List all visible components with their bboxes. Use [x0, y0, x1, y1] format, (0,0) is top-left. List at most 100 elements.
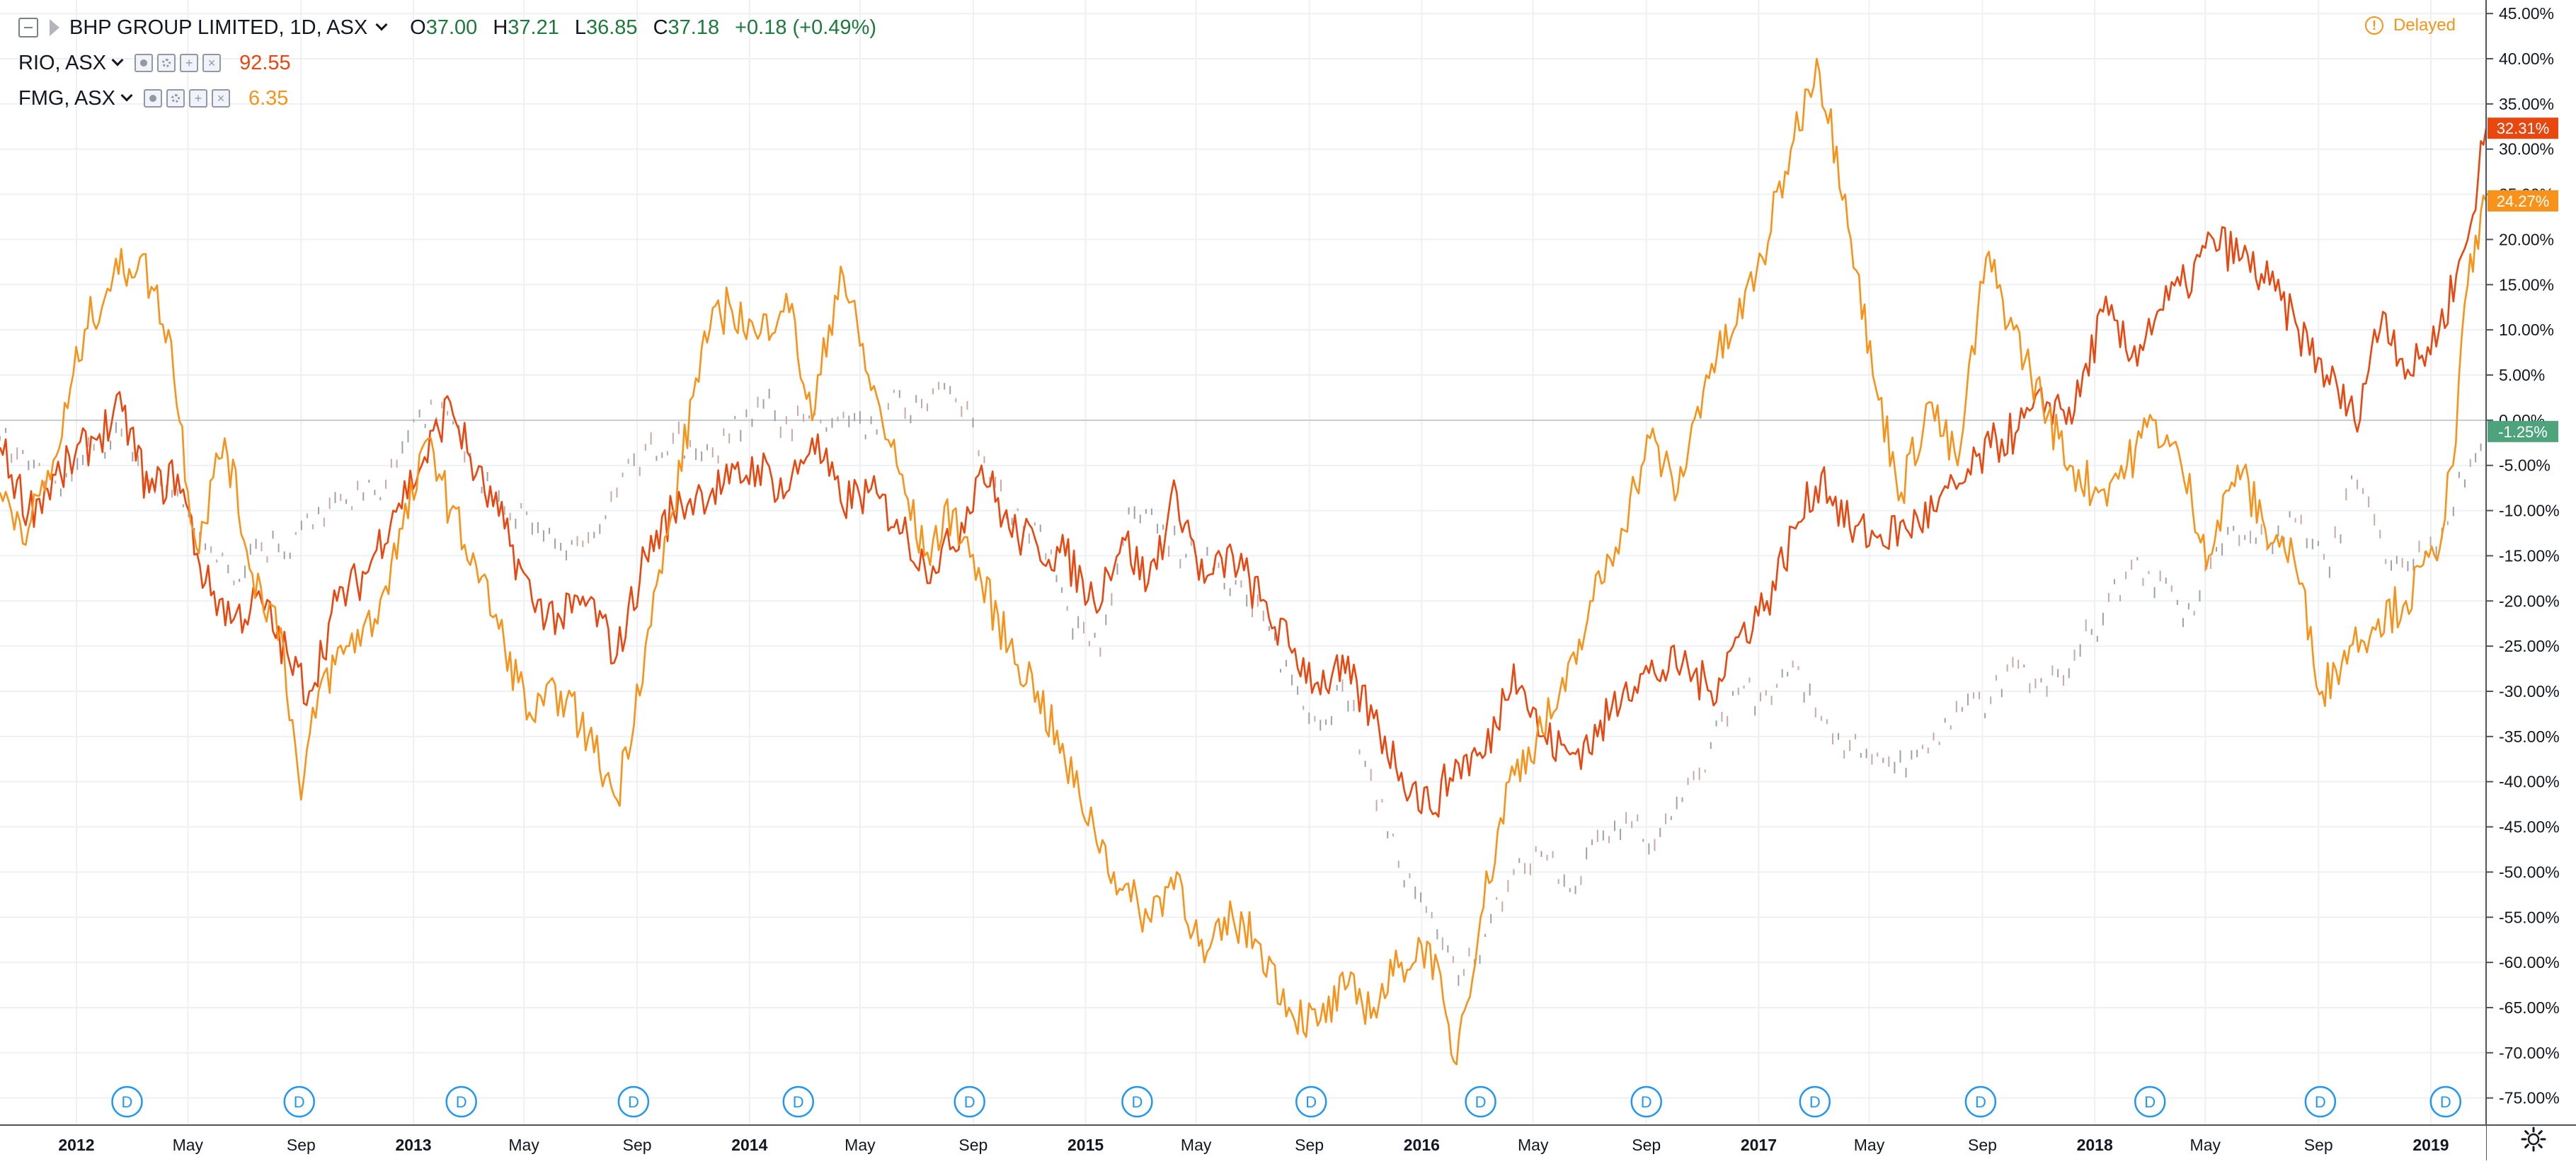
dividend-marker[interactable]: D	[1799, 1085, 1831, 1118]
y-tick-label: 20.00%	[2499, 230, 2554, 248]
dividend-label: D	[2315, 1093, 2326, 1111]
last-value-label: -1.25%	[2488, 420, 2558, 442]
y-tick-label: -15.00%	[2499, 546, 2560, 565]
dividend-marker[interactable]: D	[1295, 1085, 1327, 1118]
dividend-circle	[283, 1085, 315, 1118]
dividend-circle	[2134, 1085, 2166, 1118]
dividend-marker[interactable]: D	[1465, 1085, 1496, 1118]
high-value: 37.21	[508, 16, 559, 39]
y-tick-label: -60.00%	[2499, 953, 2560, 972]
x-tick-label: 2019	[2412, 1136, 2449, 1154]
x-tick-label: Sep	[2304, 1136, 2333, 1154]
dividend-marker[interactable]: D	[782, 1085, 814, 1118]
price-scale-panel[interactable]	[2486, 0, 2576, 1160]
gear-icon[interactable]	[157, 54, 176, 72]
chevron-down-icon[interactable]	[111, 54, 124, 67]
dividend-marker[interactable]: D	[1630, 1085, 1662, 1118]
series-layer	[0, 57, 2488, 1066]
last-value-label: 24.27%	[2488, 190, 2558, 212]
dividend-circle	[1964, 1085, 1997, 1118]
dividend-label: D	[294, 1093, 305, 1111]
compare-symbol[interactable]: FMG, ASX	[18, 86, 115, 110]
y-tick-label: -5.00%	[2499, 456, 2551, 475]
time-scale-panel[interactable]	[0, 1125, 2486, 1160]
x-axis: 2012 May Sep 2013 May Sep 2014 May Sep 2015 May Sep…	[0, 1124, 2576, 1160]
y-tick-label: -30.00%	[2499, 682, 2560, 701]
dividend-circle	[954, 1085, 985, 1118]
dividend-marker[interactable]: D	[1964, 1085, 1997, 1118]
x-tick-label: 2016	[1404, 1136, 1440, 1154]
gear-icon[interactable]	[166, 89, 185, 108]
dividend-label: D	[2440, 1093, 2451, 1111]
dividend-marker[interactable]: D	[954, 1085, 985, 1118]
compare-legend-rio: RIO, ASX + × 92.55	[18, 45, 876, 81]
dividend-circle	[1295, 1085, 1327, 1118]
x-tick-label: May	[1181, 1136, 1212, 1154]
eye-icon[interactable]	[143, 89, 162, 108]
y-tick-label: -75.00%	[2499, 1089, 2560, 1107]
y-tick-label: -65.00%	[2499, 998, 2560, 1017]
plus-icon[interactable]: +	[188, 89, 207, 108]
x-tick-label: May	[508, 1136, 539, 1154]
dividend-circle	[782, 1085, 814, 1118]
bhp-candles[interactable]	[0, 381, 2487, 986]
dividend-marker[interactable]: D	[617, 1085, 650, 1118]
low-value: 36.85	[585, 16, 638, 39]
close-icon[interactable]: ×	[202, 54, 222, 72]
chevron-down-icon[interactable]	[375, 18, 388, 31]
open-value: 37.00	[425, 16, 478, 39]
open-label: O	[410, 16, 426, 39]
rio-series-line[interactable]	[0, 127, 2488, 818]
plus-icon[interactable]: +	[180, 54, 199, 72]
dividend-label: D	[1475, 1093, 1487, 1111]
dividend-marker[interactable]: D	[1121, 1085, 1153, 1118]
delayed-status[interactable]: ! Delayed	[2364, 16, 2456, 35]
y-tick-label: -20.00%	[2499, 592, 2560, 610]
dividend-label: D	[1131, 1093, 1143, 1111]
y-tick-label: -45.00%	[2499, 818, 2560, 836]
series-actions: + ×	[134, 54, 225, 72]
x-tick-label: 2013	[395, 1136, 431, 1154]
x-tick-label: 2017	[1741, 1136, 1777, 1154]
dividend-circle	[617, 1085, 650, 1118]
dividend-label: D	[964, 1093, 975, 1111]
y-tick-label: -55.00%	[2499, 908, 2560, 926]
main-symbol[interactable]: BHP GROUP LIMITED, 1D, ASX	[69, 16, 368, 39]
last-value-text: 24.27%	[2497, 192, 2550, 210]
dividend-label: D	[793, 1093, 804, 1111]
chevron-down-icon[interactable]	[120, 89, 133, 102]
dividend-label: D	[122, 1093, 133, 1111]
x-tick-label: Sep	[1968, 1136, 1997, 1154]
dividend-label: D	[1305, 1093, 1317, 1111]
close-icon[interactable]: ×	[211, 89, 230, 108]
dividend-label: D	[1975, 1093, 1986, 1111]
dividend-label: D	[628, 1093, 639, 1111]
y-tick-label: 35.00%	[2499, 95, 2554, 113]
y-tick-label: -50.00%	[2499, 863, 2560, 881]
close-label: C	[653, 16, 668, 39]
dividend-marker[interactable]: D	[2429, 1085, 2462, 1118]
x-tick-label: 2018	[2077, 1136, 2113, 1154]
compare-symbol[interactable]: RIO, ASX	[18, 51, 107, 74]
collapse-legend-icon[interactable]	[18, 18, 38, 38]
last-value-text: 32.31%	[2497, 120, 2550, 137]
dividend-marker[interactable]: D	[445, 1085, 477, 1118]
settings-gear-icon[interactable]	[2521, 1126, 2546, 1152]
flag-icon[interactable]	[50, 19, 59, 36]
x-tick-label: Sep	[1295, 1136, 1324, 1154]
dividend-circle	[2304, 1085, 2337, 1118]
dividend-circle	[1799, 1085, 1831, 1118]
dividend-marker[interactable]: D	[283, 1085, 315, 1118]
last-value-badge	[2488, 420, 2558, 442]
dividend-label: D	[2144, 1093, 2156, 1111]
dividend-marker[interactable]: D	[111, 1085, 143, 1118]
fmg-series-line[interactable]	[0, 57, 2488, 1066]
dividend-label: D	[456, 1093, 467, 1111]
x-tick-label: Sep	[287, 1136, 316, 1154]
dividend-circle	[1465, 1085, 1496, 1118]
dividend-marker[interactable]: D	[2134, 1085, 2166, 1118]
eye-icon[interactable]	[134, 54, 154, 72]
dividend-marker[interactable]: D	[2304, 1085, 2337, 1118]
